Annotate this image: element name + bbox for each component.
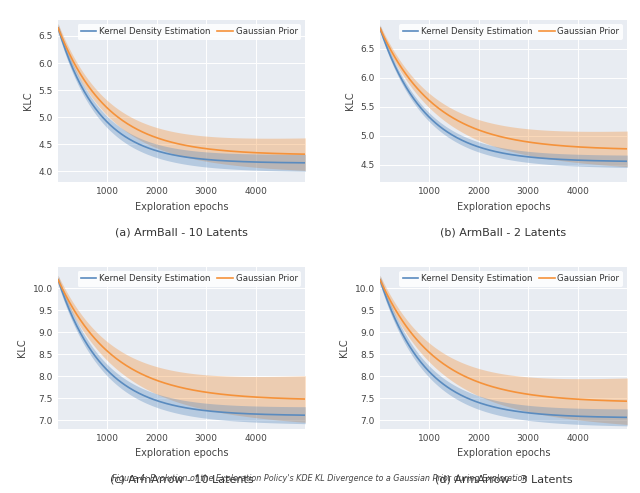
Kernel Density Estimation xyxy=(289,160,297,166)
Text: (b) ArmBall - 2 Latents: (b) ArmBall - 2 Latents xyxy=(440,228,566,238)
Text: (d) ArmArrow - 3 Latents: (d) ArmArrow - 3 Latents xyxy=(435,474,572,485)
Gaussian Prior xyxy=(623,146,631,152)
X-axis label: Exploration epochs: Exploration epochs xyxy=(456,202,550,211)
Kernel Density Estimation xyxy=(422,111,430,117)
Kernel Density Estimation xyxy=(64,54,72,60)
Gaussian Prior xyxy=(602,145,610,151)
Gaussian Prior xyxy=(100,345,108,351)
Gaussian Prior xyxy=(280,151,288,157)
Kernel Density Estimation xyxy=(301,160,309,166)
Kernel Density Estimation xyxy=(623,415,631,421)
Kernel Density Estimation xyxy=(100,364,108,370)
Kernel Density Estimation xyxy=(623,158,631,164)
Y-axis label: KLC: KLC xyxy=(17,338,27,357)
Kernel Density Estimation xyxy=(69,66,77,72)
Y-axis label: KLC: KLC xyxy=(339,338,349,357)
Gaussian Prior xyxy=(289,151,297,157)
Legend: Kernel Density Estimation, Gaussian Prior: Kernel Density Estimation, Gaussian Prio… xyxy=(77,271,301,287)
Text: (a) ArmBall - 10 Latents: (a) ArmBall - 10 Latents xyxy=(115,228,248,238)
Gaussian Prior xyxy=(120,118,128,124)
Kernel Density Estimation xyxy=(100,116,108,122)
Gaussian Prior xyxy=(69,306,77,312)
Legend: Kernel Density Estimation, Gaussian Prior: Kernel Density Estimation, Gaussian Prio… xyxy=(77,24,301,40)
Kernel Density Estimation xyxy=(611,158,619,164)
Kernel Density Estimation xyxy=(120,133,128,139)
Kernel Density Estimation xyxy=(391,316,399,321)
Kernel Density Estimation xyxy=(442,128,450,134)
Kernel Density Estimation xyxy=(386,304,394,310)
Y-axis label: KLC: KLC xyxy=(23,92,33,110)
Gaussian Prior xyxy=(391,306,399,312)
Gaussian Prior xyxy=(623,398,631,404)
Kernel Density Estimation xyxy=(301,412,309,418)
Gaussian Prior xyxy=(422,95,430,101)
Kernel Density Estimation xyxy=(376,277,384,282)
Kernel Density Estimation xyxy=(442,383,450,389)
Gaussian Prior xyxy=(120,361,128,367)
Gaussian Prior xyxy=(64,297,72,303)
Gaussian Prior xyxy=(54,25,62,31)
Line: Kernel Density Estimation: Kernel Density Estimation xyxy=(58,280,305,415)
Gaussian Prior xyxy=(54,277,62,282)
Legend: Kernel Density Estimation, Gaussian Prior: Kernel Density Estimation, Gaussian Prio… xyxy=(399,271,623,287)
X-axis label: Exploration epochs: Exploration epochs xyxy=(456,448,550,458)
Line: Gaussian Prior: Gaussian Prior xyxy=(380,280,627,401)
Line: Gaussian Prior: Gaussian Prior xyxy=(58,28,305,154)
Kernel Density Estimation xyxy=(391,63,399,69)
Text: Figure 4: Evolution of the Exploration Policy's KDE KL Divergence to a Gaussian : Figure 4: Evolution of the Exploration P… xyxy=(112,474,528,483)
Kernel Density Estimation xyxy=(602,414,610,420)
Gaussian Prior xyxy=(386,297,394,303)
Kernel Density Estimation xyxy=(69,315,77,321)
Gaussian Prior xyxy=(376,277,384,282)
Kernel Density Estimation xyxy=(280,160,288,166)
Gaussian Prior xyxy=(602,398,610,404)
Gaussian Prior xyxy=(289,396,297,402)
Gaussian Prior xyxy=(64,48,72,54)
Line: Kernel Density Estimation: Kernel Density Estimation xyxy=(380,29,627,161)
Kernel Density Estimation xyxy=(120,382,128,387)
Gaussian Prior xyxy=(301,396,309,402)
Gaussian Prior xyxy=(301,151,309,157)
Legend: Kernel Density Estimation, Gaussian Prior: Kernel Density Estimation, Gaussian Prio… xyxy=(399,24,623,40)
Kernel Density Estimation xyxy=(54,25,62,31)
Gaussian Prior xyxy=(376,26,384,32)
Gaussian Prior xyxy=(422,347,430,352)
Line: Gaussian Prior: Gaussian Prior xyxy=(380,29,627,149)
Kernel Density Estimation xyxy=(602,158,610,164)
Kernel Density Estimation xyxy=(280,412,288,418)
Kernel Density Estimation xyxy=(422,365,430,371)
Y-axis label: KLC: KLC xyxy=(345,92,355,110)
Kernel Density Estimation xyxy=(386,52,394,58)
Kernel Density Estimation xyxy=(376,26,384,32)
Gaussian Prior xyxy=(391,54,399,60)
Gaussian Prior xyxy=(100,102,108,108)
Kernel Density Estimation xyxy=(54,277,62,282)
Line: Gaussian Prior: Gaussian Prior xyxy=(58,280,305,399)
Kernel Density Estimation xyxy=(611,414,619,420)
Gaussian Prior xyxy=(69,58,77,64)
Line: Kernel Density Estimation: Kernel Density Estimation xyxy=(380,280,627,418)
X-axis label: Exploration epochs: Exploration epochs xyxy=(134,202,228,211)
Text: (c) ArmArrow - 10 Latents: (c) ArmArrow - 10 Latents xyxy=(109,474,253,485)
Gaussian Prior xyxy=(611,145,619,151)
Gaussian Prior xyxy=(611,398,619,404)
X-axis label: Exploration epochs: Exploration epochs xyxy=(134,448,228,458)
Gaussian Prior xyxy=(442,362,450,368)
Gaussian Prior xyxy=(442,110,450,116)
Gaussian Prior xyxy=(280,395,288,401)
Kernel Density Estimation xyxy=(64,304,72,310)
Kernel Density Estimation xyxy=(289,412,297,418)
Line: Kernel Density Estimation: Kernel Density Estimation xyxy=(58,28,305,163)
Gaussian Prior xyxy=(386,46,394,52)
